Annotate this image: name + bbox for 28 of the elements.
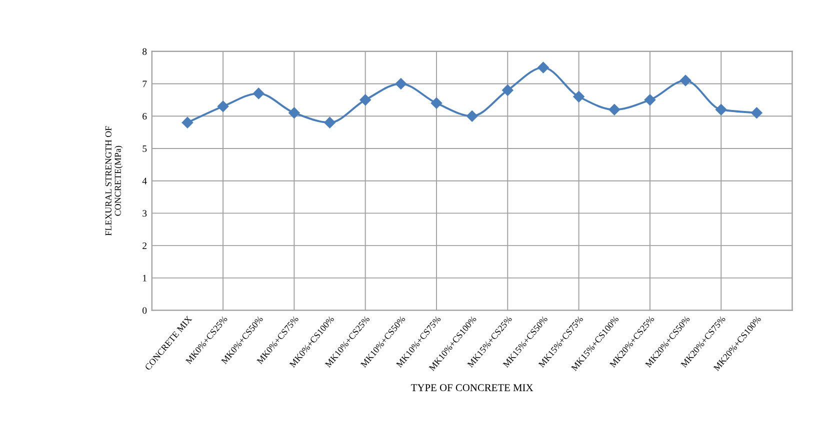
point <box>644 94 656 106</box>
y-tick-label: 2 <box>142 242 146 249</box>
x-axis-title: TYPE OF CONCRETE MIX <box>411 384 534 392</box>
point <box>324 116 336 128</box>
y-tick-label: 7 <box>142 80 147 88</box>
point <box>360 94 371 106</box>
point <box>751 107 762 118</box>
y-tick-label: 5 <box>142 145 147 152</box>
point <box>182 116 194 128</box>
point <box>217 100 229 112</box>
point <box>466 110 478 122</box>
point <box>608 104 620 116</box>
y-tick-label: 4 <box>142 178 147 184</box>
y-axis-title: FLEXURAL STRENGTH OF CONCRETE(MPa) <box>105 126 123 236</box>
y-tick-label: 0 <box>142 307 147 314</box>
point <box>288 107 300 118</box>
point <box>395 78 407 90</box>
point <box>716 104 727 116</box>
y-tick-label: 6 <box>142 113 147 120</box>
point <box>253 88 264 100</box>
point <box>502 84 514 96</box>
point <box>538 62 549 74</box>
point <box>573 91 584 102</box>
point <box>430 98 442 109</box>
point <box>680 74 692 86</box>
y-tick-label: 3 <box>142 210 147 217</box>
y-tick-label: 8 <box>142 48 147 55</box>
y-tick-label: 1 <box>143 274 146 282</box>
